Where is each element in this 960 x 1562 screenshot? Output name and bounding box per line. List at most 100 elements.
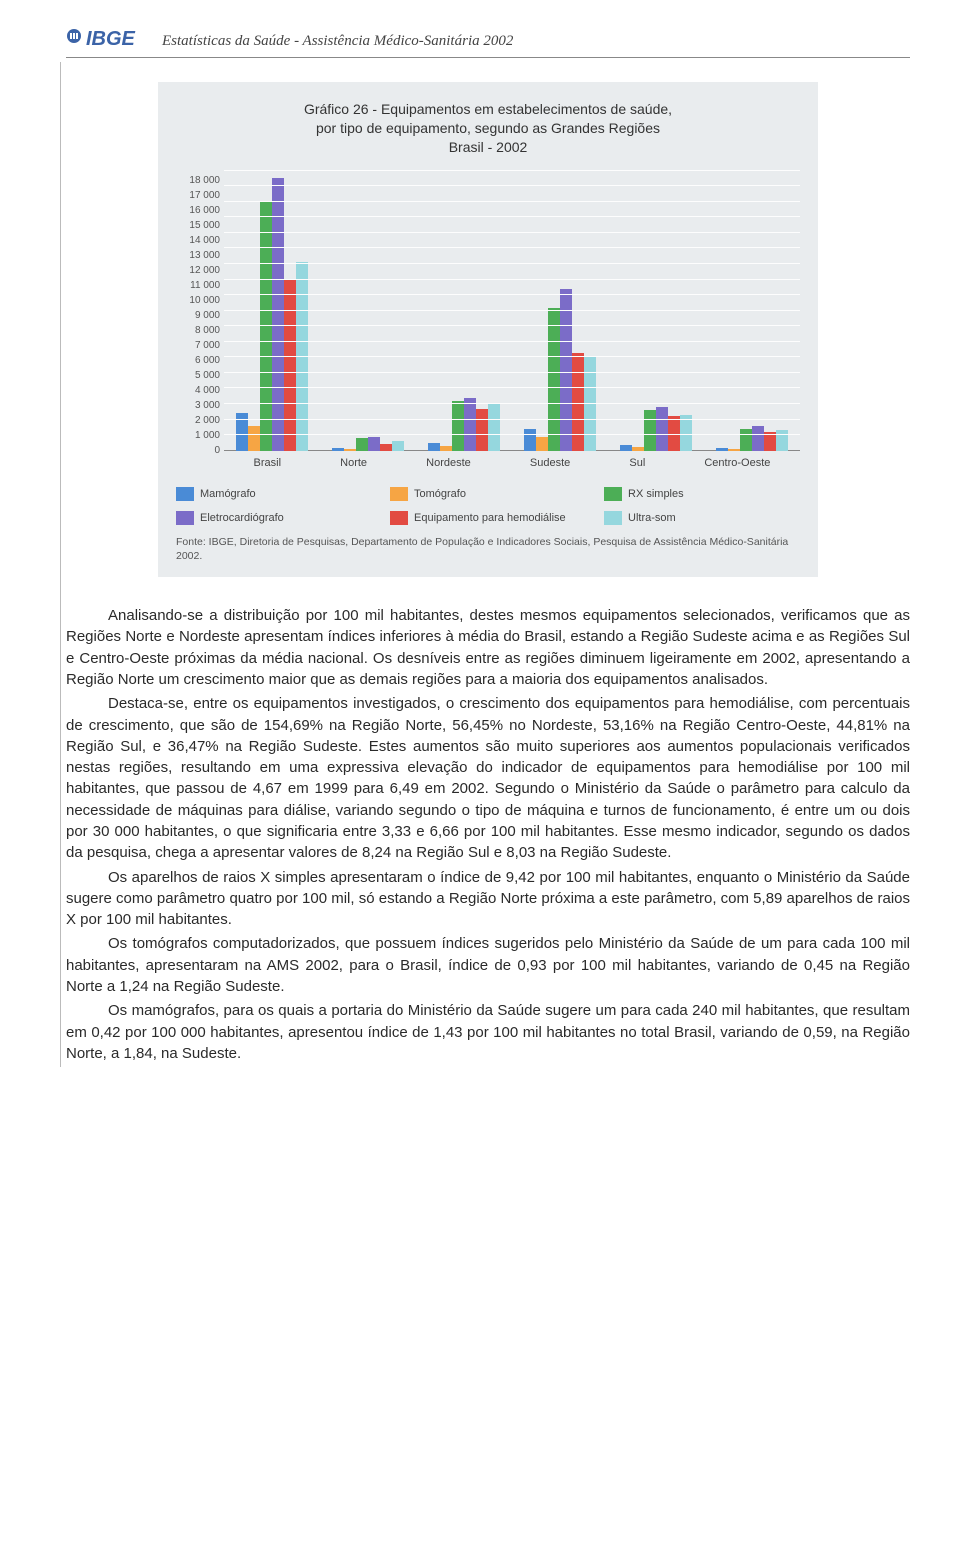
legend-swatch xyxy=(176,487,194,501)
body-text: Analisando-se a distribuição por 100 mil… xyxy=(66,605,910,1064)
legend-item: Mamógrafo xyxy=(176,487,372,501)
bar-group xyxy=(428,398,500,451)
x-tick-label: Brasil xyxy=(254,457,282,469)
bar xyxy=(380,444,392,451)
chart-source: Fonte: IBGE, Diretoria de Pesquisas, Dep… xyxy=(176,535,800,563)
chart-title-line1: Gráfico 26 - Equipamentos em estabelecim… xyxy=(304,101,672,117)
legend-label: RX simples xyxy=(628,488,684,500)
bar xyxy=(740,429,752,451)
legend-label: Equipamento para hemodiálise xyxy=(414,512,566,524)
bar xyxy=(548,308,560,451)
y-tick-label: 16 000 xyxy=(176,206,220,216)
x-tick-label: Sudeste xyxy=(530,457,570,469)
body-paragraph: Os tomógrafos computadorizados, que poss… xyxy=(66,933,910,997)
bar xyxy=(572,353,584,451)
y-tick-label: 3 000 xyxy=(176,401,220,411)
legend-item: Ultra-som xyxy=(604,511,800,525)
legend-swatch xyxy=(390,511,408,525)
y-tick-label: 7 000 xyxy=(176,341,220,351)
bar xyxy=(428,443,440,451)
chart-title-line3: Brasil - 2002 xyxy=(449,139,528,155)
body-paragraph: Destaca-se, entre os equipamentos invest… xyxy=(66,693,910,863)
y-tick-label: 14 000 xyxy=(176,236,220,246)
body-paragraph: Os aparelhos de raios X simples apresent… xyxy=(66,867,910,931)
x-tick-label: Norte xyxy=(340,457,367,469)
bar xyxy=(728,449,740,451)
bar xyxy=(644,410,656,450)
y-tick-label: 18 000 xyxy=(176,176,220,186)
chart-legend: Mamógrafo Tomógrafo RX simples Eletrocardi… xyxy=(176,487,800,525)
legend-item: Eletrocardiógrafo xyxy=(176,511,372,525)
bar xyxy=(656,407,668,451)
y-tick-label: 10 000 xyxy=(176,296,220,306)
bar-group xyxy=(236,178,308,450)
chart-x-axis: Brasil Norte Nordeste Sudeste Sul Centro-Oest… xyxy=(224,457,800,469)
chart-panel: Gráfico 26 - Equipamentos em estabelecim… xyxy=(158,82,818,577)
y-tick-label: 8 000 xyxy=(176,326,220,336)
bar xyxy=(680,415,692,451)
y-tick-label: 13 000 xyxy=(176,251,220,261)
bar xyxy=(260,202,272,451)
legend-label: Eletrocardiógrafo xyxy=(200,512,284,524)
bar xyxy=(452,401,464,451)
x-tick-label: Centro-Oeste xyxy=(704,457,770,469)
y-tick-label: 12 000 xyxy=(176,266,220,276)
legend-swatch xyxy=(604,487,622,501)
legend-item: Equipamento para hemodiálise xyxy=(390,511,586,525)
bar-group xyxy=(620,407,692,451)
bar xyxy=(488,404,500,451)
legend-swatch xyxy=(390,487,408,501)
legend-label: Tomógrafo xyxy=(414,488,466,500)
legend-label: Ultra-som xyxy=(628,512,676,524)
bar xyxy=(248,426,260,451)
bar xyxy=(272,178,284,450)
bar xyxy=(356,438,368,450)
bar-group xyxy=(332,437,404,451)
bar xyxy=(464,398,476,451)
bar xyxy=(560,289,572,451)
y-tick-label: 1 000 xyxy=(176,431,220,441)
bar-group xyxy=(524,289,596,451)
bar xyxy=(392,441,404,450)
y-tick-label: 9 000 xyxy=(176,311,220,321)
bar xyxy=(284,280,296,451)
ibge-logo-icon: IBGE xyxy=(66,28,154,55)
bar xyxy=(716,448,728,451)
body-paragraph: Os mamógrafos, para os quais a portaria … xyxy=(66,1000,910,1064)
page-left-rule xyxy=(60,62,61,1067)
legend-swatch xyxy=(604,511,622,525)
body-paragraph: Analisando-se a distribuição por 100 mil… xyxy=(66,605,910,690)
y-tick-label: 4 000 xyxy=(176,386,220,396)
legend-item: RX simples xyxy=(604,487,800,501)
chart-title-line2: por tipo de equipamento, segundo as Gran… xyxy=(316,120,660,136)
y-tick-label: 2 000 xyxy=(176,416,220,426)
bar xyxy=(368,437,380,451)
y-tick-label: 5 000 xyxy=(176,371,220,381)
page-header: IBGE Estatísticas da Saúde - Assistência… xyxy=(66,28,910,58)
x-tick-label: Nordeste xyxy=(426,457,471,469)
svg-text:IBGE: IBGE xyxy=(86,28,136,50)
bar xyxy=(632,447,644,451)
legend-item: Tomógrafo xyxy=(390,487,586,501)
bar xyxy=(752,426,764,451)
bar xyxy=(524,429,536,451)
y-tick-label: 11 000 xyxy=(176,281,220,291)
y-tick-label: 17 000 xyxy=(176,191,220,201)
bar xyxy=(620,445,632,450)
bar-group xyxy=(716,426,788,451)
bar xyxy=(536,437,548,451)
bar xyxy=(476,409,488,451)
legend-label: Mamógrafo xyxy=(200,488,256,500)
bar xyxy=(440,446,452,451)
legend-swatch xyxy=(176,511,194,525)
y-tick-label: 15 000 xyxy=(176,221,220,231)
chart-y-axis: 18 000 17 000 16 000 15 000 14 000 13 000 12 0… xyxy=(176,171,224,451)
bar xyxy=(344,449,356,451)
y-tick-label: 6 000 xyxy=(176,356,220,366)
chart-plot xyxy=(224,171,800,451)
x-tick-label: Sul xyxy=(629,457,645,469)
y-tick-label: 0 xyxy=(176,446,220,456)
chart-title: Gráfico 26 - Equipamentos em estabelecim… xyxy=(176,100,800,157)
bar xyxy=(332,448,344,450)
page-title: Estatísticas da Saúde - Assistência Médi… xyxy=(162,33,513,50)
